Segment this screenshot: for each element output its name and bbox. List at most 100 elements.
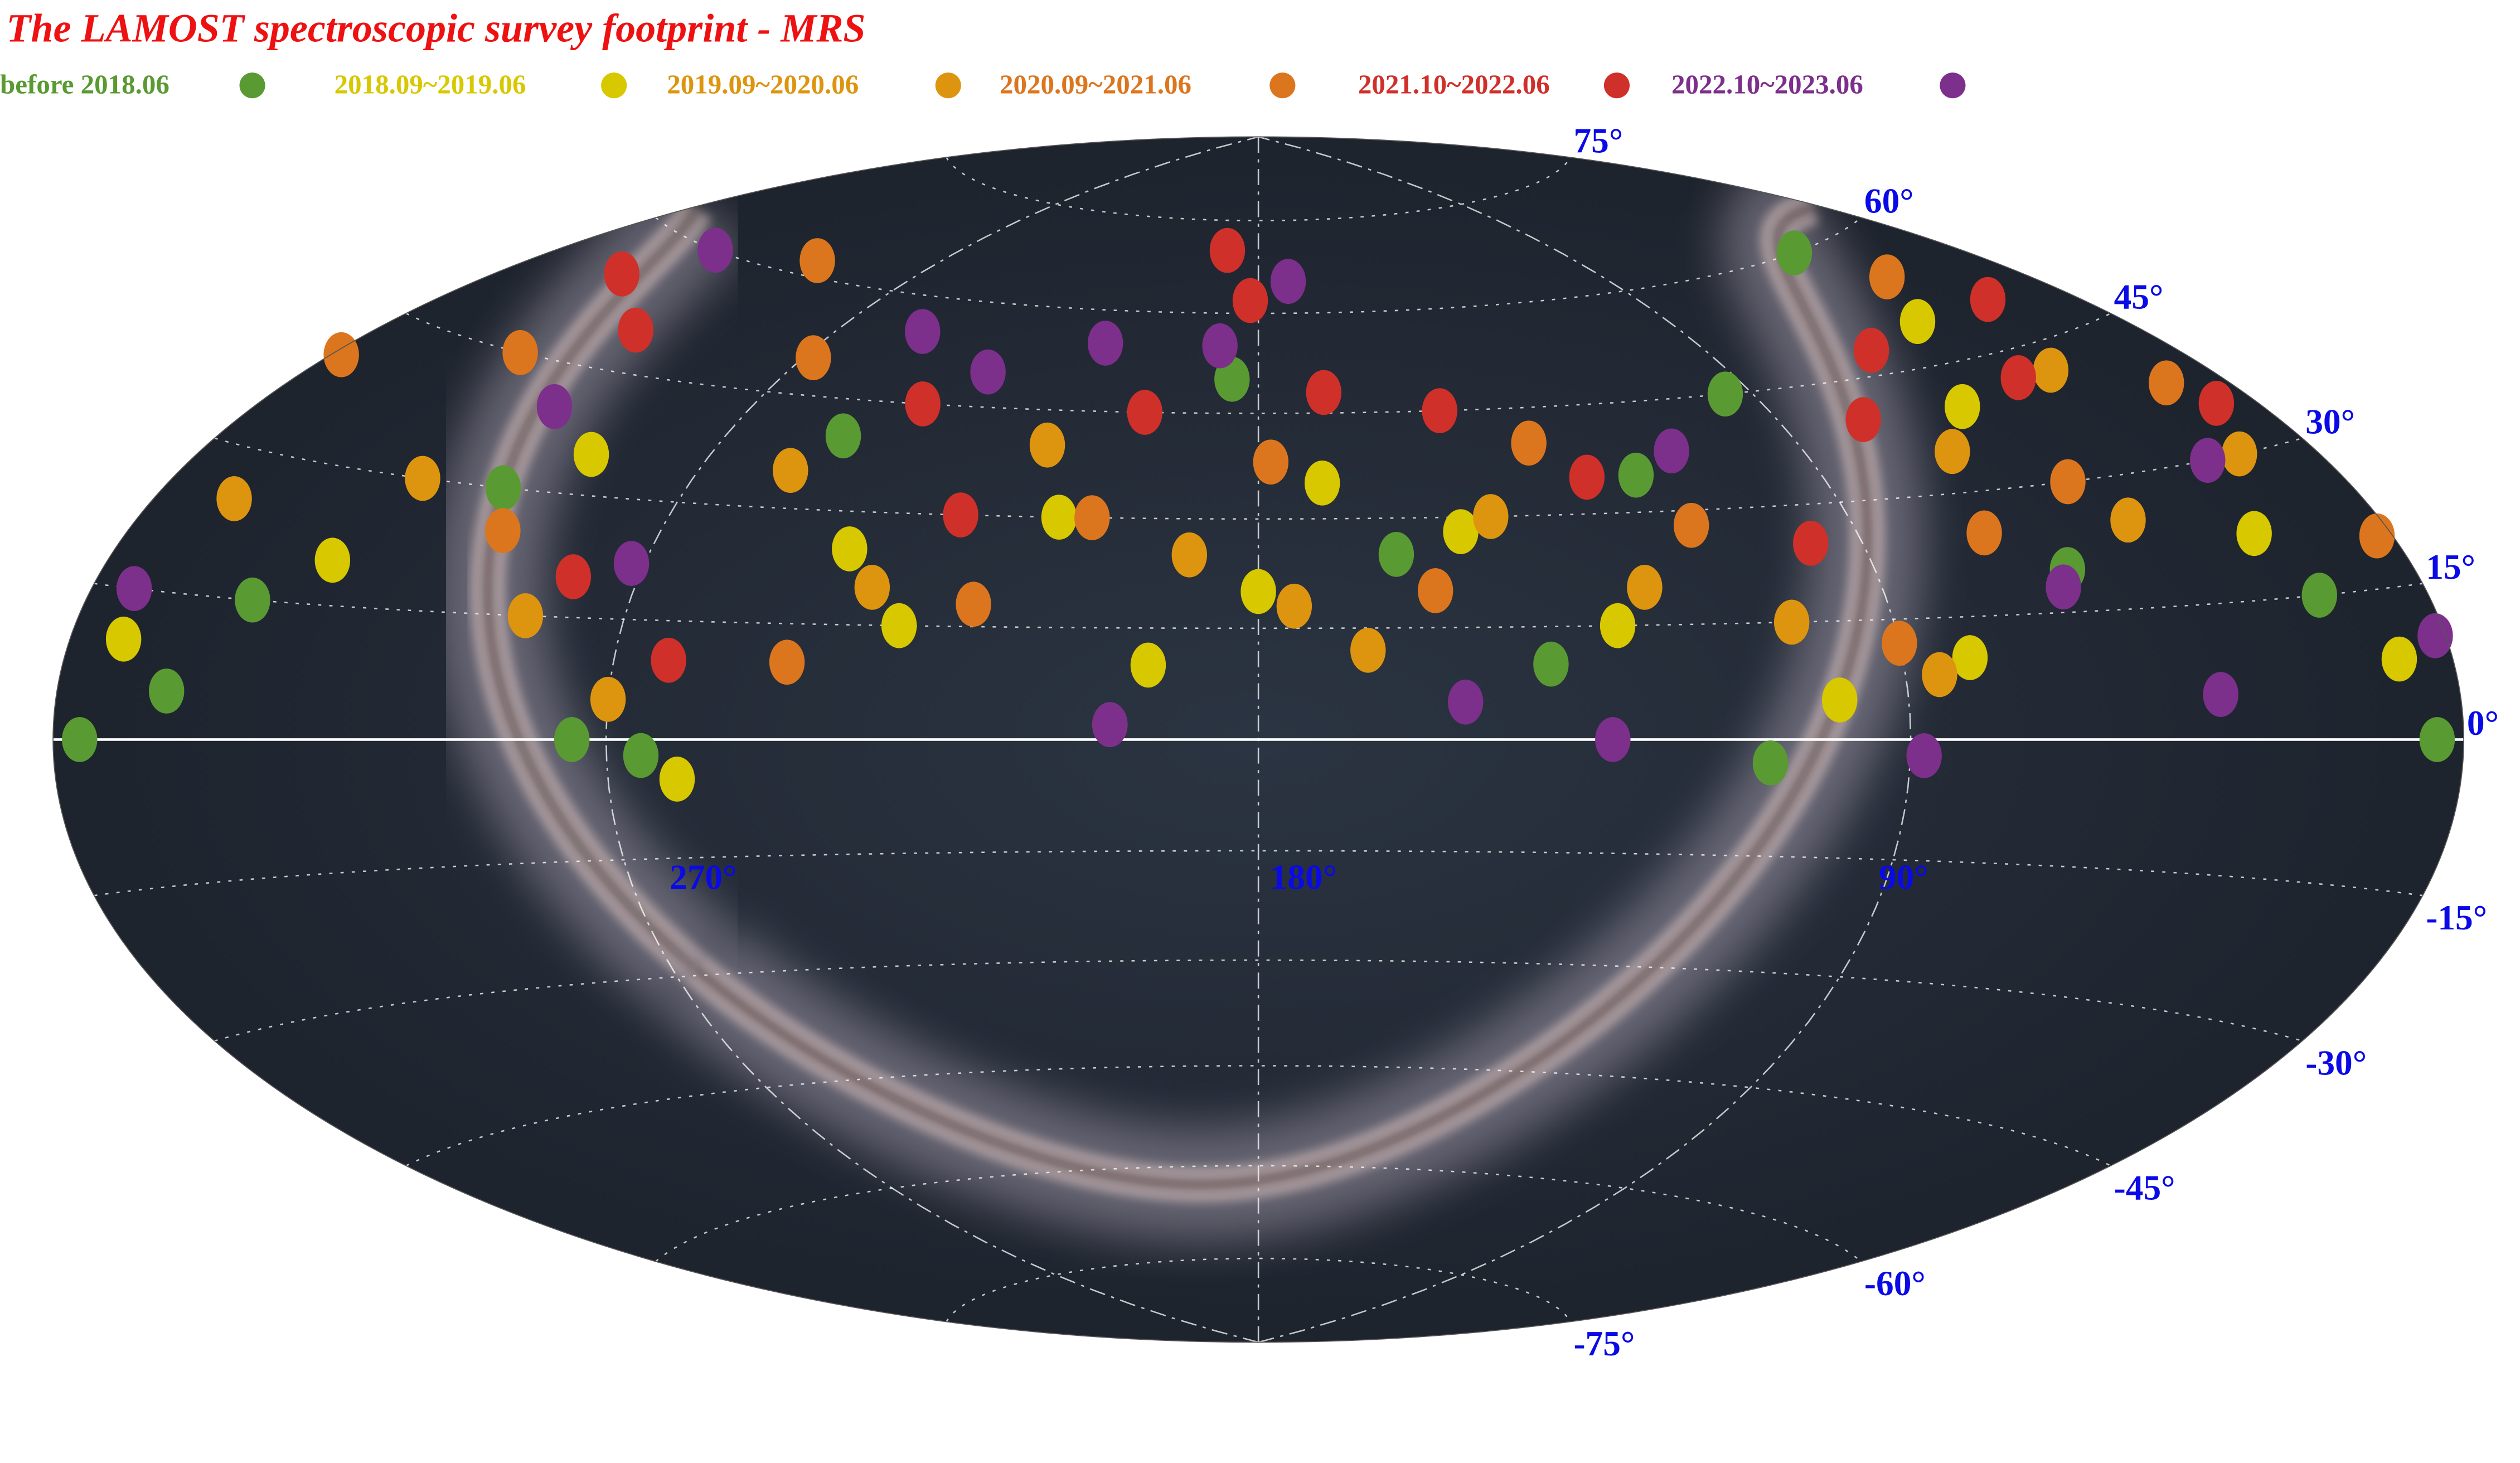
plate	[2190, 438, 2226, 483]
plate	[769, 640, 805, 685]
plate	[1952, 635, 1988, 680]
plate	[314, 537, 351, 583]
plate	[1752, 740, 1789, 786]
legend-label: 2019.09~2020.06	[667, 69, 859, 99]
plate	[2419, 717, 2455, 762]
dec-grid-line	[94, 583, 2423, 629]
plate	[1654, 428, 1689, 474]
plate	[623, 733, 659, 778]
plate	[1595, 717, 1631, 762]
graticule	[53, 137, 2464, 1343]
dec-label: -30°	[2305, 1043, 2367, 1083]
ra-label: 270°	[670, 858, 736, 897]
plate	[116, 566, 152, 611]
plate	[554, 717, 590, 762]
plate	[832, 526, 868, 571]
ra-label: 180°	[1270, 858, 1337, 897]
plate	[1447, 679, 1484, 725]
plate	[1966, 510, 2002, 556]
plate	[1773, 599, 1810, 645]
plate	[1793, 521, 1829, 566]
plate	[1304, 460, 1340, 506]
plate	[555, 554, 592, 599]
plate	[1853, 328, 1889, 373]
plate	[1935, 429, 1970, 474]
dec-label: -45°	[2114, 1168, 2175, 1207]
legend: before 2018.06 2018.09~2019.06 2019.09~202…	[0, 69, 1966, 99]
dec-grid-line	[946, 1257, 1571, 1322]
plate	[1845, 397, 1881, 442]
dec-grid-line	[214, 959, 2303, 1042]
milky-way	[432, 153, 1924, 1241]
plate	[1422, 388, 1457, 433]
plate	[1970, 277, 2006, 322]
labels: 75° 60° 45° 30° 15° 0° -15° -30° -45° -60° -75° 270…	[52, 121, 2499, 1363]
plate	[1906, 733, 1942, 778]
ra-grid-line	[1258, 137, 1912, 1343]
plate	[1130, 642, 1166, 688]
plate	[1707, 371, 1743, 417]
plate	[1041, 495, 1077, 540]
plate	[613, 541, 650, 586]
plate	[825, 413, 861, 459]
plate	[1533, 641, 1569, 687]
plate	[1306, 370, 1342, 415]
plate	[1171, 532, 1208, 578]
plate	[905, 381, 941, 427]
plate	[796, 335, 831, 380]
plate	[105, 616, 142, 662]
milky-way-dust	[692, 204, 1871, 1188]
legend-swatch	[1269, 72, 1296, 99]
plate	[1569, 454, 1605, 500]
legend-label: 2021.10~2022.06	[1358, 69, 1550, 99]
legend-swatch	[1940, 72, 1966, 99]
plate	[1378, 531, 1414, 577]
dec-label: -15°	[2426, 898, 2487, 937]
plate	[1276, 583, 1312, 629]
plate	[573, 432, 609, 477]
plate	[1473, 494, 1509, 539]
plate	[659, 757, 695, 802]
plate	[590, 676, 626, 722]
plate	[2033, 347, 2069, 393]
plate	[2050, 459, 2086, 505]
plate	[1240, 569, 1276, 614]
plate	[1869, 254, 1905, 299]
plate	[149, 668, 185, 714]
plate	[2110, 497, 2146, 543]
plate	[216, 476, 252, 521]
sky-border	[52, 136, 2464, 1343]
plate	[1882, 621, 1917, 666]
plate	[1087, 321, 1123, 366]
legend-swatch	[239, 72, 265, 99]
plate	[943, 492, 978, 537]
plate	[1214, 356, 1250, 402]
plate	[1776, 230, 1813, 275]
plate	[1443, 509, 1479, 554]
chart-title: The LAMOST spectroscopic survey footprin…	[7, 6, 866, 51]
plate	[1350, 627, 1386, 673]
legend-label: 2022.10~2023.06	[1671, 69, 1863, 99]
plate	[697, 227, 733, 273]
plate	[1618, 452, 1654, 498]
dec-label: 60°	[1864, 181, 1914, 221]
plate	[1899, 299, 1936, 345]
dec-label: 75°	[1573, 121, 1623, 161]
legend-swatch	[601, 72, 627, 99]
plate	[1253, 439, 1289, 485]
plate	[2046, 564, 2081, 610]
plate	[2236, 511, 2272, 556]
dec-label: 15°	[2426, 547, 2475, 587]
plate	[405, 456, 440, 501]
plate	[2198, 381, 2235, 426]
legend-label: before 2018.06	[0, 69, 169, 99]
plate	[1922, 652, 1957, 697]
plate	[1127, 390, 1163, 435]
plate	[1209, 227, 1246, 273]
dec-grid-line	[405, 1065, 2111, 1166]
plate	[618, 307, 653, 353]
plate	[2417, 613, 2453, 658]
dec-grid-line	[655, 1165, 1862, 1262]
dec-grid-line	[405, 312, 2111, 414]
